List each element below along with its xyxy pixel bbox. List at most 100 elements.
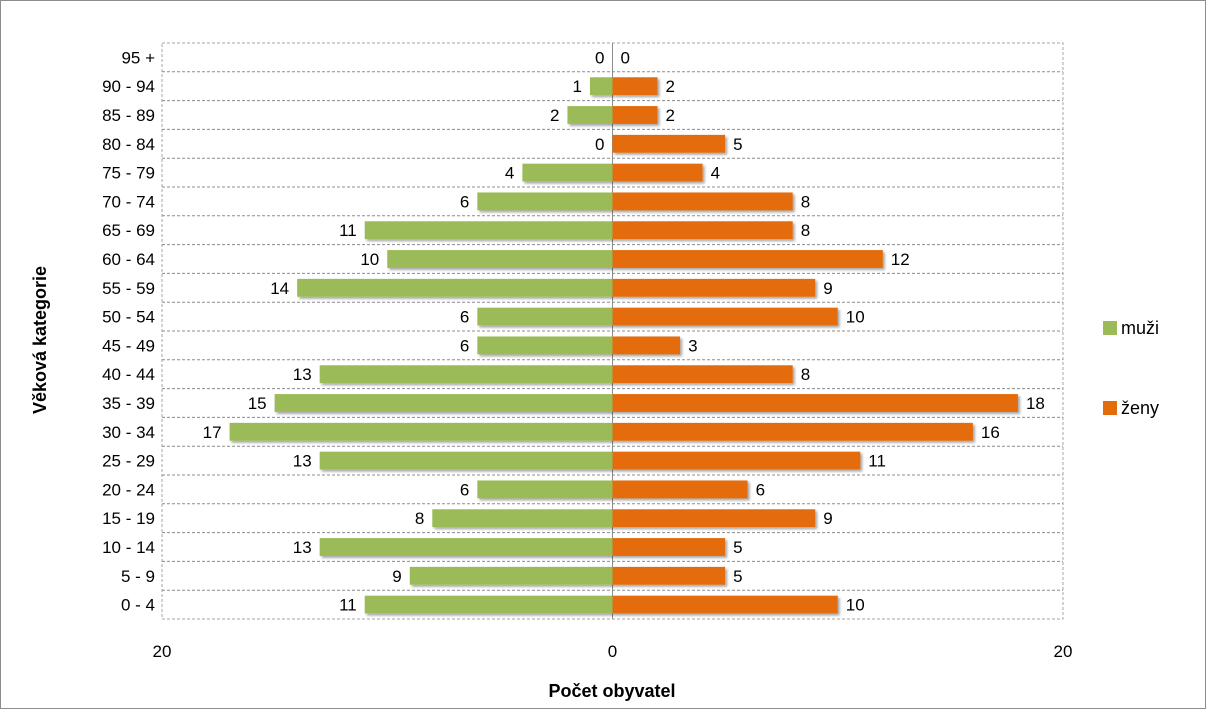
category-label: 45 - 49 <box>102 336 155 355</box>
bar-muzi <box>477 336 613 355</box>
x-axis-title: Počet obyvatel <box>548 681 675 701</box>
data-label-muzi: 6 <box>460 192 469 211</box>
y-axis-title: Věková kategorie <box>30 266 50 414</box>
data-label-muzi: 9 <box>392 567 401 586</box>
bar-zeny <box>612 307 838 326</box>
bar-zeny <box>612 394 1018 412</box>
bar-zeny <box>612 192 793 211</box>
category-label: 55 - 59 <box>102 279 155 298</box>
data-label-zeny: 4 <box>711 164 720 183</box>
legend-swatch-zeny <box>1103 401 1117 415</box>
bar-zeny <box>612 163 703 182</box>
category-label: 40 - 44 <box>102 365 155 384</box>
data-label-zeny: 12 <box>891 250 910 269</box>
bars <box>229 77 1018 614</box>
data-label-zeny: 16 <box>981 423 1000 442</box>
x-tick-label: 20 <box>153 642 172 661</box>
bar-muzi <box>567 106 613 124</box>
category-label: 10 - 14 <box>102 538 155 557</box>
bar-muzi <box>364 221 613 240</box>
bar-zeny <box>612 336 681 355</box>
bar-muzi <box>319 451 613 470</box>
data-label-zeny: 8 <box>801 365 810 384</box>
bar-muzi <box>364 595 613 614</box>
data-label-muzi: 2 <box>550 106 559 125</box>
data-label-muzi: 0 <box>595 135 604 154</box>
category-label: 30 - 34 <box>102 423 155 442</box>
bar-zeny <box>612 134 726 153</box>
legend-label-muzi: muži <box>1121 318 1159 338</box>
category-label: 60 - 64 <box>102 250 155 269</box>
bar-zeny <box>612 250 883 268</box>
data-label-zeny: 5 <box>733 135 742 154</box>
data-label-muzi: 17 <box>203 423 222 442</box>
category-label: 20 - 24 <box>102 480 155 499</box>
category-label: 85 - 89 <box>102 106 155 125</box>
data-label-zeny: 3 <box>688 336 697 355</box>
bar-muzi <box>477 307 613 326</box>
gridlines <box>162 43 1063 619</box>
category-label: 95 + <box>121 48 155 67</box>
data-label-muzi: 0 <box>595 48 604 67</box>
data-label-zeny: 18 <box>1026 394 1045 413</box>
data-label-muzi: 13 <box>293 538 312 557</box>
data-label-zeny: 8 <box>801 221 810 240</box>
category-label: 35 - 39 <box>102 394 155 413</box>
bar-muzi <box>274 394 613 412</box>
data-label-zeny: 10 <box>846 308 865 327</box>
data-label-muzi: 11 <box>339 221 357 240</box>
bar-muzi <box>432 509 613 528</box>
data-label-zeny: 9 <box>823 279 832 298</box>
bar-zeny <box>612 278 816 297</box>
data-label-zeny: 8 <box>801 192 810 211</box>
data-label-zeny: 6 <box>756 480 765 499</box>
data-label-muzi: 6 <box>460 308 469 327</box>
data-label-muzi: 13 <box>293 365 312 384</box>
bar-muzi <box>477 480 613 499</box>
x-tick-label: 20 <box>1054 642 1073 661</box>
bar-muzi <box>477 192 613 211</box>
legend: muži ženy <box>1103 318 1159 418</box>
data-label-zeny: 0 <box>621 48 630 67</box>
bar-zeny <box>612 221 793 240</box>
data-label-muzi: 13 <box>293 452 312 471</box>
bar-muzi <box>589 77 613 96</box>
data-label-muzi: 8 <box>415 509 424 528</box>
category-label: 75 - 79 <box>102 164 155 183</box>
bar-zeny <box>612 595 838 614</box>
data-label-zeny: 11 <box>868 452 886 471</box>
bar-zeny <box>612 566 726 585</box>
bar-zeny <box>612 538 726 556</box>
category-label: 65 - 69 <box>102 221 155 240</box>
legend-swatch-muzi <box>1103 321 1117 335</box>
category-label: 70 - 74 <box>102 192 155 211</box>
bar-zeny <box>612 480 748 499</box>
category-label: 5 - 9 <box>121 567 155 586</box>
data-label-zeny: 10 <box>846 596 865 615</box>
data-label-zeny: 2 <box>666 77 675 96</box>
bar-muzi <box>319 365 613 384</box>
data-label-muzi: 4 <box>505 164 514 183</box>
data-label-muzi: 11 <box>339 596 357 615</box>
category-label: 25 - 29 <box>102 452 155 471</box>
bar-muzi <box>229 422 613 441</box>
legend-label-zeny: ženy <box>1121 398 1159 418</box>
bar-muzi <box>387 250 613 268</box>
data-label-zeny: 5 <box>733 538 742 557</box>
bar-muzi <box>319 538 613 556</box>
labels: 11 100 - 49 55 - 913 510 - 148 915 - 196 620 … <box>102 48 1072 661</box>
data-label-muzi: 6 <box>460 480 469 499</box>
bar-zeny <box>612 451 861 470</box>
bar-zeny <box>612 106 658 124</box>
bar-zeny <box>612 365 793 384</box>
data-label-muzi: 15 <box>248 394 267 413</box>
bar-muzi <box>522 163 613 182</box>
data-label-muzi: 14 <box>270 279 289 298</box>
data-label-zeny: 9 <box>823 509 832 528</box>
bar-zeny <box>612 77 658 96</box>
bar-zeny <box>612 422 973 441</box>
x-tick-label: 0 <box>608 642 617 661</box>
bar-muzi <box>409 566 613 585</box>
category-label: 80 - 84 <box>102 135 155 154</box>
